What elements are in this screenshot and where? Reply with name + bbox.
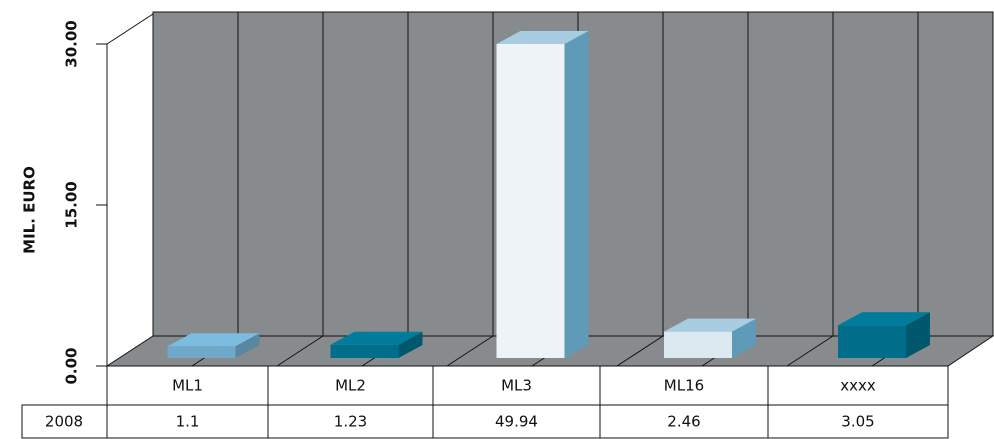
y-axis-label: MIL. EURO	[21, 166, 39, 254]
bar-top	[496, 31, 589, 44]
bar	[664, 331, 732, 358]
table-value: 49.94	[495, 413, 538, 431]
bar	[838, 325, 906, 358]
bar-side	[732, 318, 756, 358]
y-axis-back	[106, 13, 154, 45]
table-category: ML1	[172, 377, 203, 395]
bar	[496, 44, 565, 358]
y-tick-label: 0.00	[63, 347, 81, 384]
floor-divider	[276, 335, 324, 367]
table-category: xxxx	[840, 377, 876, 395]
table-series-label: 2008	[45, 413, 83, 431]
bar-side	[564, 31, 589, 358]
floor-divider	[446, 335, 494, 367]
bar-top	[167, 333, 260, 347]
floor-divider	[616, 335, 664, 367]
table-value: 2.46	[667, 413, 700, 431]
table-category: ML2	[335, 377, 366, 395]
table-value: 1.1	[176, 413, 200, 431]
bar-top	[838, 312, 930, 326]
bar	[330, 344, 399, 358]
table-value: 3.05	[841, 413, 874, 431]
floor-divider	[786, 335, 834, 367]
bar-side	[906, 312, 930, 358]
table-category: ML16	[664, 377, 704, 395]
bar-side	[398, 331, 423, 358]
y-tick-label: 15.00	[63, 181, 81, 228]
bar-top	[330, 331, 423, 345]
bar-top	[664, 318, 756, 332]
table-value-cell	[767, 404, 949, 439]
table-value: 1.23	[334, 413, 367, 431]
y-tick-label: 30.00	[63, 20, 81, 67]
table-category: ML3	[501, 377, 532, 395]
bar	[167, 346, 236, 358]
bar-side	[235, 333, 260, 358]
